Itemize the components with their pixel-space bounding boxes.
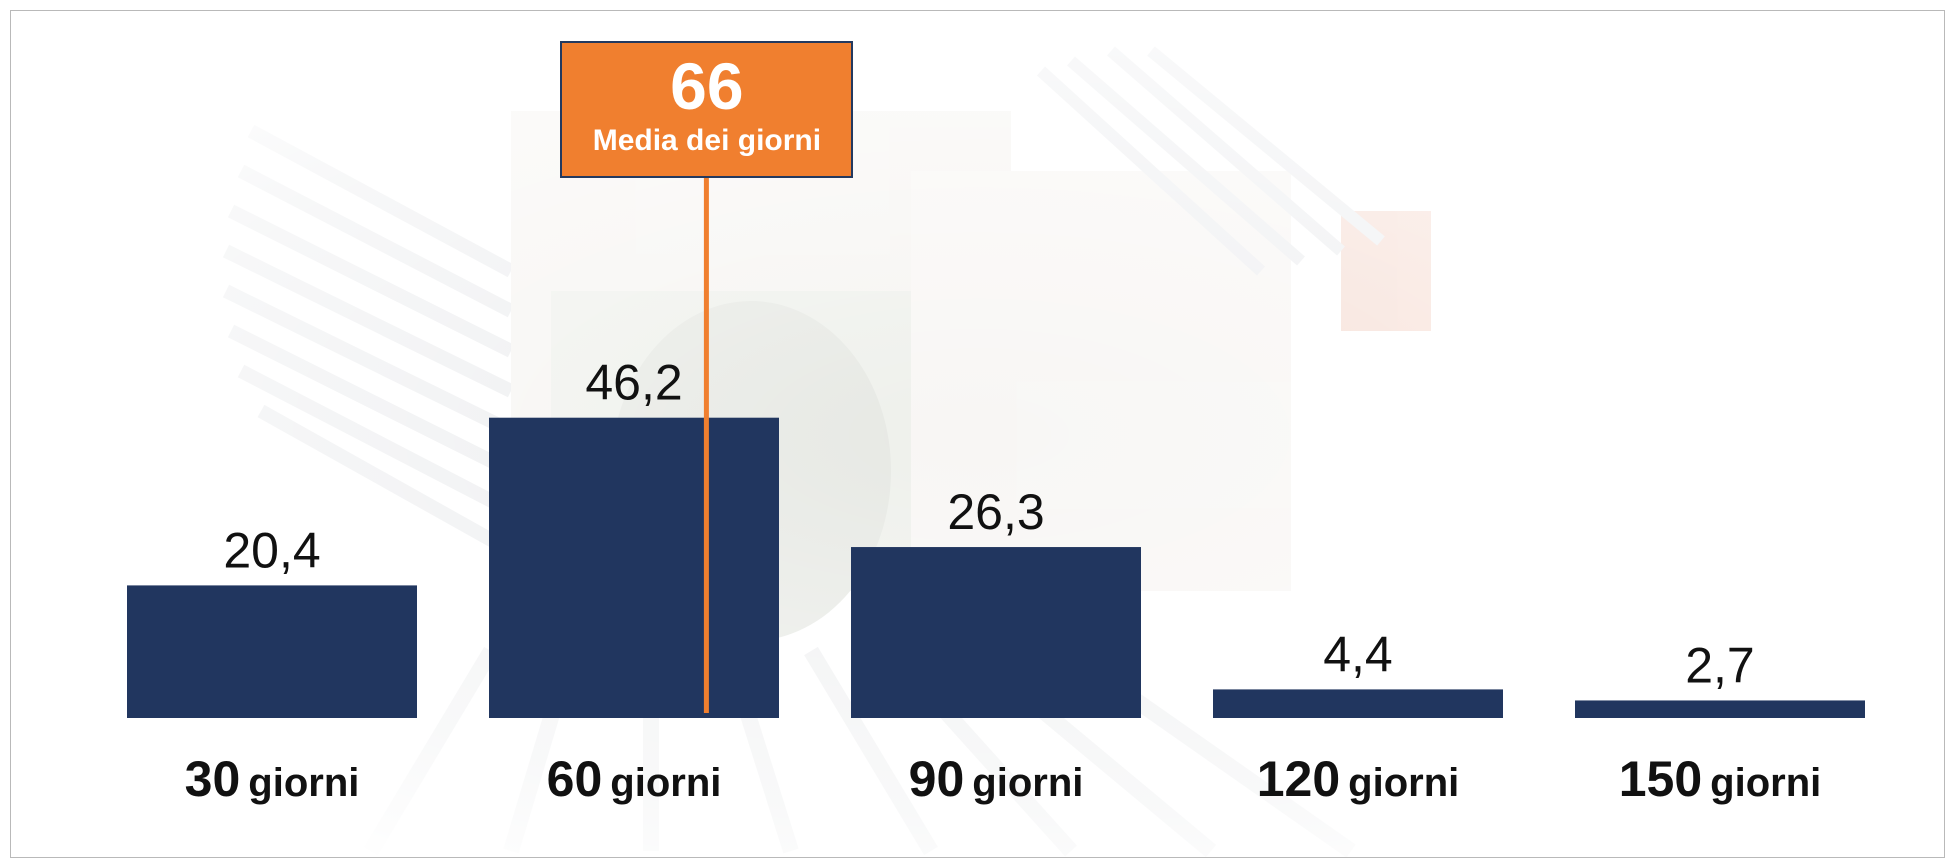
bar-60	[489, 417, 779, 718]
value-label-60: 46,2	[585, 355, 682, 411]
category-label-60: 60 giorni	[547, 751, 722, 807]
chart-frame: 20,4 30 giorni 46,2 60 giorni 26,3 90 giorni 4,4 1…	[10, 10, 1945, 858]
average-callout: 66 Media dei giorni	[560, 41, 854, 178]
category-label-30: 30 giorni	[185, 751, 360, 807]
value-label-120: 4,4	[1323, 626, 1393, 682]
category-label-150: 150 giorni	[1619, 751, 1822, 807]
bar-90	[851, 547, 1141, 718]
average-label: Media dei giorni	[592, 124, 822, 157]
category-label-90: 90 giorni	[909, 751, 1084, 807]
average-value: 66	[670, 49, 744, 123]
bar-150	[1575, 700, 1865, 718]
bar-chart: 20,4 30 giorni 46,2 60 giorni 26,3 90 giorni 4,4 1…	[127, 176, 1865, 807]
value-label-90: 26,3	[947, 484, 1044, 540]
bar-120	[1213, 689, 1503, 718]
bar-30	[127, 585, 417, 718]
value-label-150: 2,7	[1685, 637, 1755, 693]
category-label-120: 120 giorni	[1257, 751, 1460, 807]
value-label-30: 20,4	[223, 522, 320, 578]
